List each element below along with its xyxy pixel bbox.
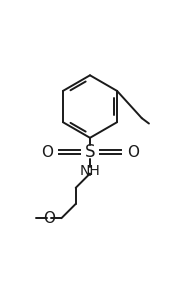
Text: O: O — [127, 145, 139, 160]
Text: O: O — [41, 145, 53, 160]
Text: NH: NH — [80, 164, 100, 178]
Text: O: O — [43, 211, 55, 226]
Text: S: S — [85, 143, 95, 161]
